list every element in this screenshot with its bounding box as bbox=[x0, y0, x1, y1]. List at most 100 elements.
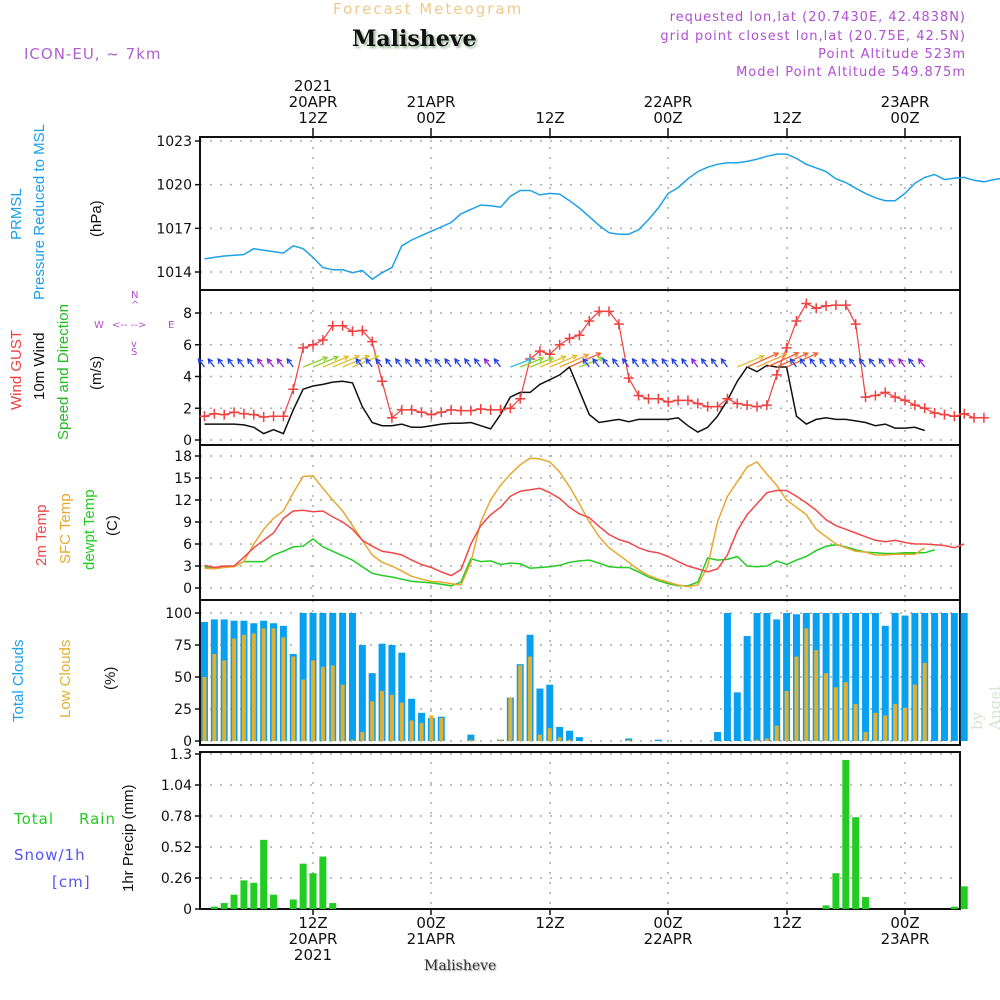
point-altitude: Point Altitude 523m bbox=[818, 47, 966, 62]
wind-arrow-icon bbox=[385, 357, 393, 368]
gust-marker bbox=[949, 411, 960, 422]
wind-arrow-icon bbox=[266, 357, 275, 368]
low-cloud-bar bbox=[429, 715, 434, 741]
low-cloud-bar bbox=[824, 673, 829, 741]
wind-arrow-icon bbox=[355, 357, 363, 368]
low-cloud-bar bbox=[794, 656, 799, 741]
gust-marker bbox=[929, 408, 940, 419]
time-axis-label: 12Z bbox=[772, 914, 802, 932]
total-cloud-bar bbox=[832, 613, 840, 741]
compass-e: E bbox=[168, 320, 175, 331]
total-cloud-bar bbox=[546, 684, 554, 741]
station-name: Malisheve bbox=[352, 26, 477, 52]
total-cloud-bar bbox=[339, 613, 347, 741]
precip-bar bbox=[220, 903, 228, 909]
low-cloud-bar bbox=[833, 687, 838, 741]
low-cloud-bar bbox=[202, 677, 207, 741]
wind-arrow-icon bbox=[756, 352, 788, 368]
gust-marker bbox=[840, 300, 851, 311]
low-cloud-bar bbox=[419, 723, 424, 741]
gust-marker bbox=[347, 326, 358, 337]
wind-arrow-icon bbox=[710, 357, 719, 368]
wind-arrow-icon bbox=[582, 357, 590, 368]
time-axis-label: 22APR bbox=[643, 93, 693, 111]
wind-arrow-icon bbox=[651, 357, 659, 368]
wind-arrow-icon bbox=[246, 357, 255, 368]
gust-marker bbox=[396, 404, 407, 415]
time-axis-label: 00Z bbox=[890, 109, 920, 127]
low-cloud-bar bbox=[320, 666, 325, 741]
y-tick-label: 8 bbox=[183, 306, 192, 322]
time-axis-label: 00Z bbox=[416, 109, 446, 127]
wind-arrow-icon bbox=[789, 357, 797, 368]
low-cloud-bar bbox=[626, 739, 631, 741]
wind-arrow-icon bbox=[342, 354, 371, 368]
gust-marker bbox=[623, 373, 634, 384]
gust-marker bbox=[219, 409, 230, 420]
gust-marker bbox=[426, 409, 437, 420]
time-axis-label: 22APR bbox=[643, 930, 693, 948]
wind-arrow-icon bbox=[256, 357, 265, 368]
low-cloud-bar bbox=[508, 697, 513, 741]
wind-arrow-icon bbox=[464, 357, 472, 368]
precip-bar bbox=[842, 759, 850, 909]
gust-marker bbox=[742, 400, 753, 411]
compass-arrow-n: ^ bbox=[131, 300, 140, 311]
gust-marker bbox=[268, 411, 279, 422]
low-cloud-bar bbox=[774, 725, 779, 741]
y-tick-label: 0 bbox=[183, 734, 192, 750]
snow-unit-label: [cm] bbox=[52, 873, 91, 891]
time-axis-label: 00Z bbox=[416, 914, 446, 932]
low-cloud-bar bbox=[547, 728, 552, 741]
wind-arrow-icon bbox=[414, 357, 423, 368]
wind-arrow-icon bbox=[197, 357, 205, 368]
total-cloud-bar bbox=[723, 613, 731, 741]
wind-arrow-icon bbox=[868, 357, 876, 368]
wind-arrow-icon bbox=[690, 357, 699, 368]
y-tick-label: 2 bbox=[183, 401, 192, 417]
gust-marker bbox=[682, 395, 693, 406]
low-cloud-bar bbox=[409, 720, 414, 741]
gust-marker bbox=[613, 319, 624, 330]
total-cloud-bar bbox=[299, 613, 307, 741]
wind-arrow-icon bbox=[302, 356, 329, 368]
low-cloud-bar bbox=[528, 656, 533, 741]
gust-marker bbox=[574, 330, 585, 341]
wind-arrow-icon bbox=[227, 357, 235, 368]
low-cloud-bar bbox=[912, 684, 917, 741]
wind-arrow-icon bbox=[898, 357, 906, 368]
time-axis-label: 00Z bbox=[890, 914, 920, 932]
low-cloud-bar bbox=[311, 660, 315, 741]
low-cloud-bar bbox=[883, 715, 888, 741]
wind-arrow-icon bbox=[737, 354, 766, 368]
precip-bar bbox=[950, 906, 958, 909]
total-cloud-bar bbox=[940, 613, 948, 741]
total-cloud-bar bbox=[348, 613, 356, 741]
low-cloud-bar bbox=[261, 628, 266, 741]
precip-bar bbox=[250, 882, 258, 909]
wind-arrow-icon bbox=[917, 357, 926, 368]
time-axis-label: 20APR bbox=[288, 930, 338, 948]
panel-frame bbox=[199, 136, 961, 291]
low-cloud-bar bbox=[399, 702, 404, 741]
wind-arrow-icon bbox=[483, 357, 492, 368]
low-cloud-bar bbox=[567, 739, 572, 741]
gust-marker bbox=[900, 395, 910, 406]
low-cloud-bar bbox=[557, 737, 562, 741]
gust-marker bbox=[811, 303, 822, 314]
precip-bar bbox=[260, 839, 268, 909]
gust-marker bbox=[564, 333, 575, 344]
gust-marker bbox=[821, 300, 832, 311]
time-axis-label: 00Z bbox=[653, 109, 683, 127]
total-cloud-bar bbox=[950, 613, 958, 741]
gust-marker bbox=[554, 339, 565, 350]
gust-marker bbox=[702, 401, 713, 412]
y-tick-label: 1014 bbox=[156, 265, 192, 281]
low-cloud-bar bbox=[784, 691, 789, 741]
gust-marker bbox=[692, 398, 703, 409]
wind-arrow-icon bbox=[700, 357, 709, 368]
gust-marker bbox=[673, 395, 684, 406]
low-cloud-bar bbox=[251, 633, 256, 741]
low-cloud-bar bbox=[518, 665, 523, 741]
gust-marker bbox=[248, 409, 259, 420]
